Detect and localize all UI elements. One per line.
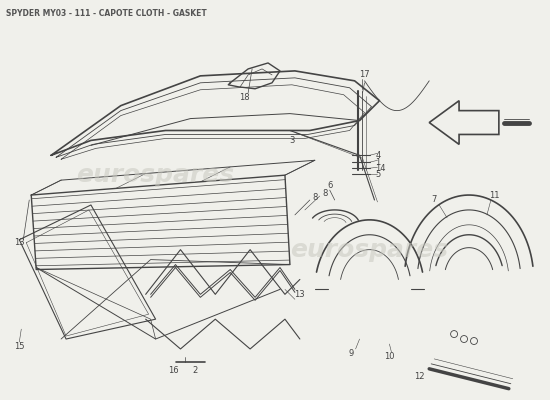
Text: 5: 5 <box>376 170 381 179</box>
Text: eurospares: eurospares <box>290 238 449 262</box>
Text: eurospares: eurospares <box>76 163 235 187</box>
Text: 3: 3 <box>289 136 295 145</box>
Text: 1: 1 <box>376 158 381 167</box>
Text: 10: 10 <box>384 352 395 362</box>
Text: 13: 13 <box>14 238 25 247</box>
Text: 8: 8 <box>322 188 327 198</box>
Text: 2: 2 <box>193 366 198 375</box>
Text: SPYDER MY03 - 111 - CAPOTE CLOTH - GASKET: SPYDER MY03 - 111 - CAPOTE CLOTH - GASKE… <box>7 9 207 18</box>
Text: 7: 7 <box>432 196 437 204</box>
Text: 9: 9 <box>349 350 354 358</box>
Text: 13: 13 <box>295 290 305 299</box>
Text: 12: 12 <box>414 372 424 381</box>
Text: 11: 11 <box>488 190 499 200</box>
Text: 14: 14 <box>376 164 386 173</box>
Text: 17: 17 <box>359 70 370 79</box>
Text: 18: 18 <box>239 93 250 102</box>
Text: 15: 15 <box>14 342 25 352</box>
Text: 6: 6 <box>327 181 332 190</box>
Text: 16: 16 <box>168 366 179 375</box>
Text: 8: 8 <box>312 192 317 202</box>
Text: 4: 4 <box>376 151 381 160</box>
